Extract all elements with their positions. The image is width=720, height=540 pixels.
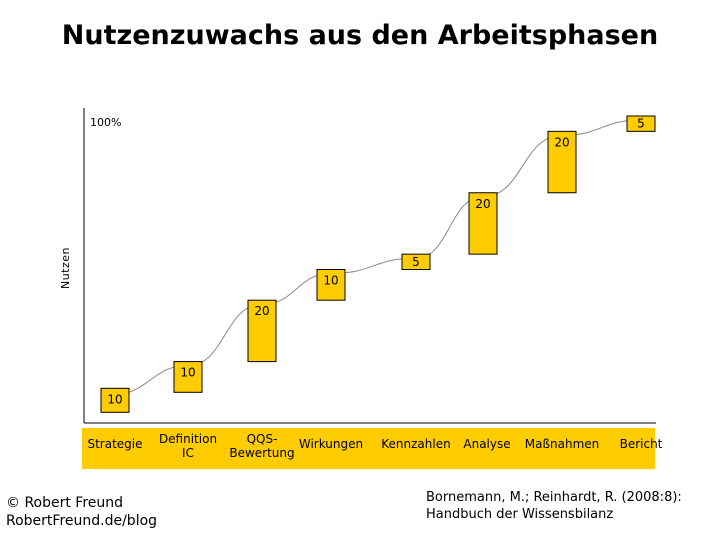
category-label: Strategie bbox=[87, 437, 142, 451]
category-labels: Strategie Definition IC QQS-Bewertung Wirkun… bbox=[87, 432, 662, 460]
category-label: Analyse bbox=[463, 437, 510, 451]
increment-boxes: 10 10 20 10 5 20 20 5 bbox=[100, 115, 656, 413]
category-label: Wirkungen bbox=[299, 437, 363, 451]
category-label: Kennzahlen bbox=[381, 437, 450, 451]
category-label: QQS-Bewertung bbox=[229, 432, 294, 460]
increment-label: 20 bbox=[554, 135, 569, 149]
citation-authors: Bornemann, M.; Reinhardt, R. (2008:8): bbox=[426, 490, 682, 505]
increment-label: 10 bbox=[180, 366, 195, 380]
citation-title: Handbuch der Wissensbilanz bbox=[426, 507, 614, 522]
increment-box bbox=[100, 387, 130, 413]
category-label: Definition IC bbox=[159, 432, 217, 460]
source-citation: Bornemann, M.; Reinhardt, R. (2008:8): H… bbox=[426, 489, 682, 523]
increment-box bbox=[626, 115, 656, 132]
increment-label: 5 bbox=[637, 117, 645, 131]
copyright-url: RobertFreund.de/blog bbox=[6, 513, 158, 529]
increment-box bbox=[173, 361, 203, 393]
copyright-line: © Robert Freund bbox=[6, 495, 124, 511]
category-band bbox=[82, 428, 655, 469]
increment-box bbox=[401, 253, 431, 270]
y-axis-label: Nutzen bbox=[59, 247, 72, 289]
category-label: Maßnahmen bbox=[525, 437, 600, 451]
increment-box bbox=[547, 130, 577, 194]
increment-box bbox=[247, 299, 277, 363]
increment-label: 10 bbox=[323, 274, 338, 288]
copyright-notice: © Robert Freund RobertFreund.de/blog bbox=[6, 494, 157, 530]
chart-title: Nutzenzuwachs aus den Arbeitsphasen bbox=[61, 20, 659, 51]
y-tick-label: 100% bbox=[90, 116, 121, 129]
increment-box bbox=[316, 269, 346, 301]
increment-box bbox=[468, 192, 498, 255]
category-label: Bericht bbox=[620, 437, 663, 451]
increment-label: 20 bbox=[475, 197, 490, 211]
increment-label: 10 bbox=[107, 392, 122, 406]
increment-label: 5 bbox=[412, 255, 420, 269]
increment-label: 20 bbox=[254, 304, 269, 318]
